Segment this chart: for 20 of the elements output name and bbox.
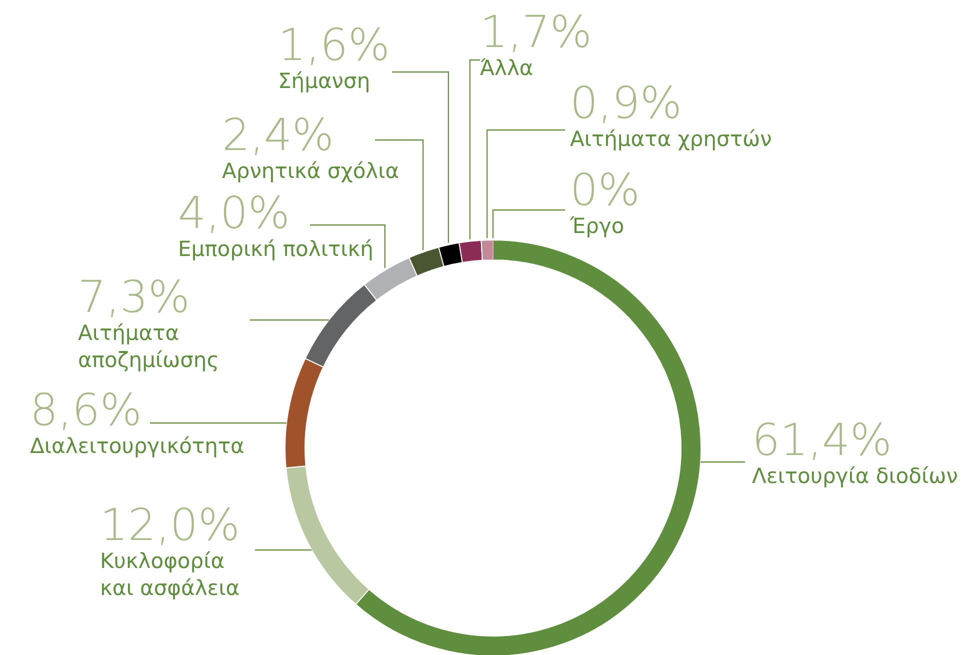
data-label: 0,9% xyxy=(570,78,682,129)
data-label: 4,0% xyxy=(178,188,290,239)
data-label: 61,4% xyxy=(752,415,892,466)
slice-label: Σήμανση xyxy=(278,69,370,93)
legend-label: Έργο xyxy=(569,214,624,238)
data-label: 8,6% xyxy=(30,385,142,436)
data-label: 2,4% xyxy=(222,110,334,161)
data-label: 7,3% xyxy=(78,272,190,323)
slice-label: Άλλα xyxy=(480,56,534,80)
slice-label: Αιτήματα αποζημίωσης xyxy=(78,321,220,372)
data-label: 12,0% xyxy=(100,500,240,551)
slice-label: Λειτουργία διοδίων xyxy=(752,464,958,488)
slice-label: Διαλειτουργικότητα xyxy=(30,434,244,458)
slice-label: Εμπορική πολιτική xyxy=(178,237,374,261)
slice-label: Αρνητικά σχόλια xyxy=(222,159,400,183)
slice-label: Κυκλοφορία και ασφάλεια xyxy=(100,549,240,600)
slice-label: Αιτήματα χρηστών xyxy=(570,127,772,151)
data-label: 1,7% xyxy=(480,7,592,58)
data-label: 1,6% xyxy=(278,20,390,71)
text: 0% xyxy=(570,165,640,216)
